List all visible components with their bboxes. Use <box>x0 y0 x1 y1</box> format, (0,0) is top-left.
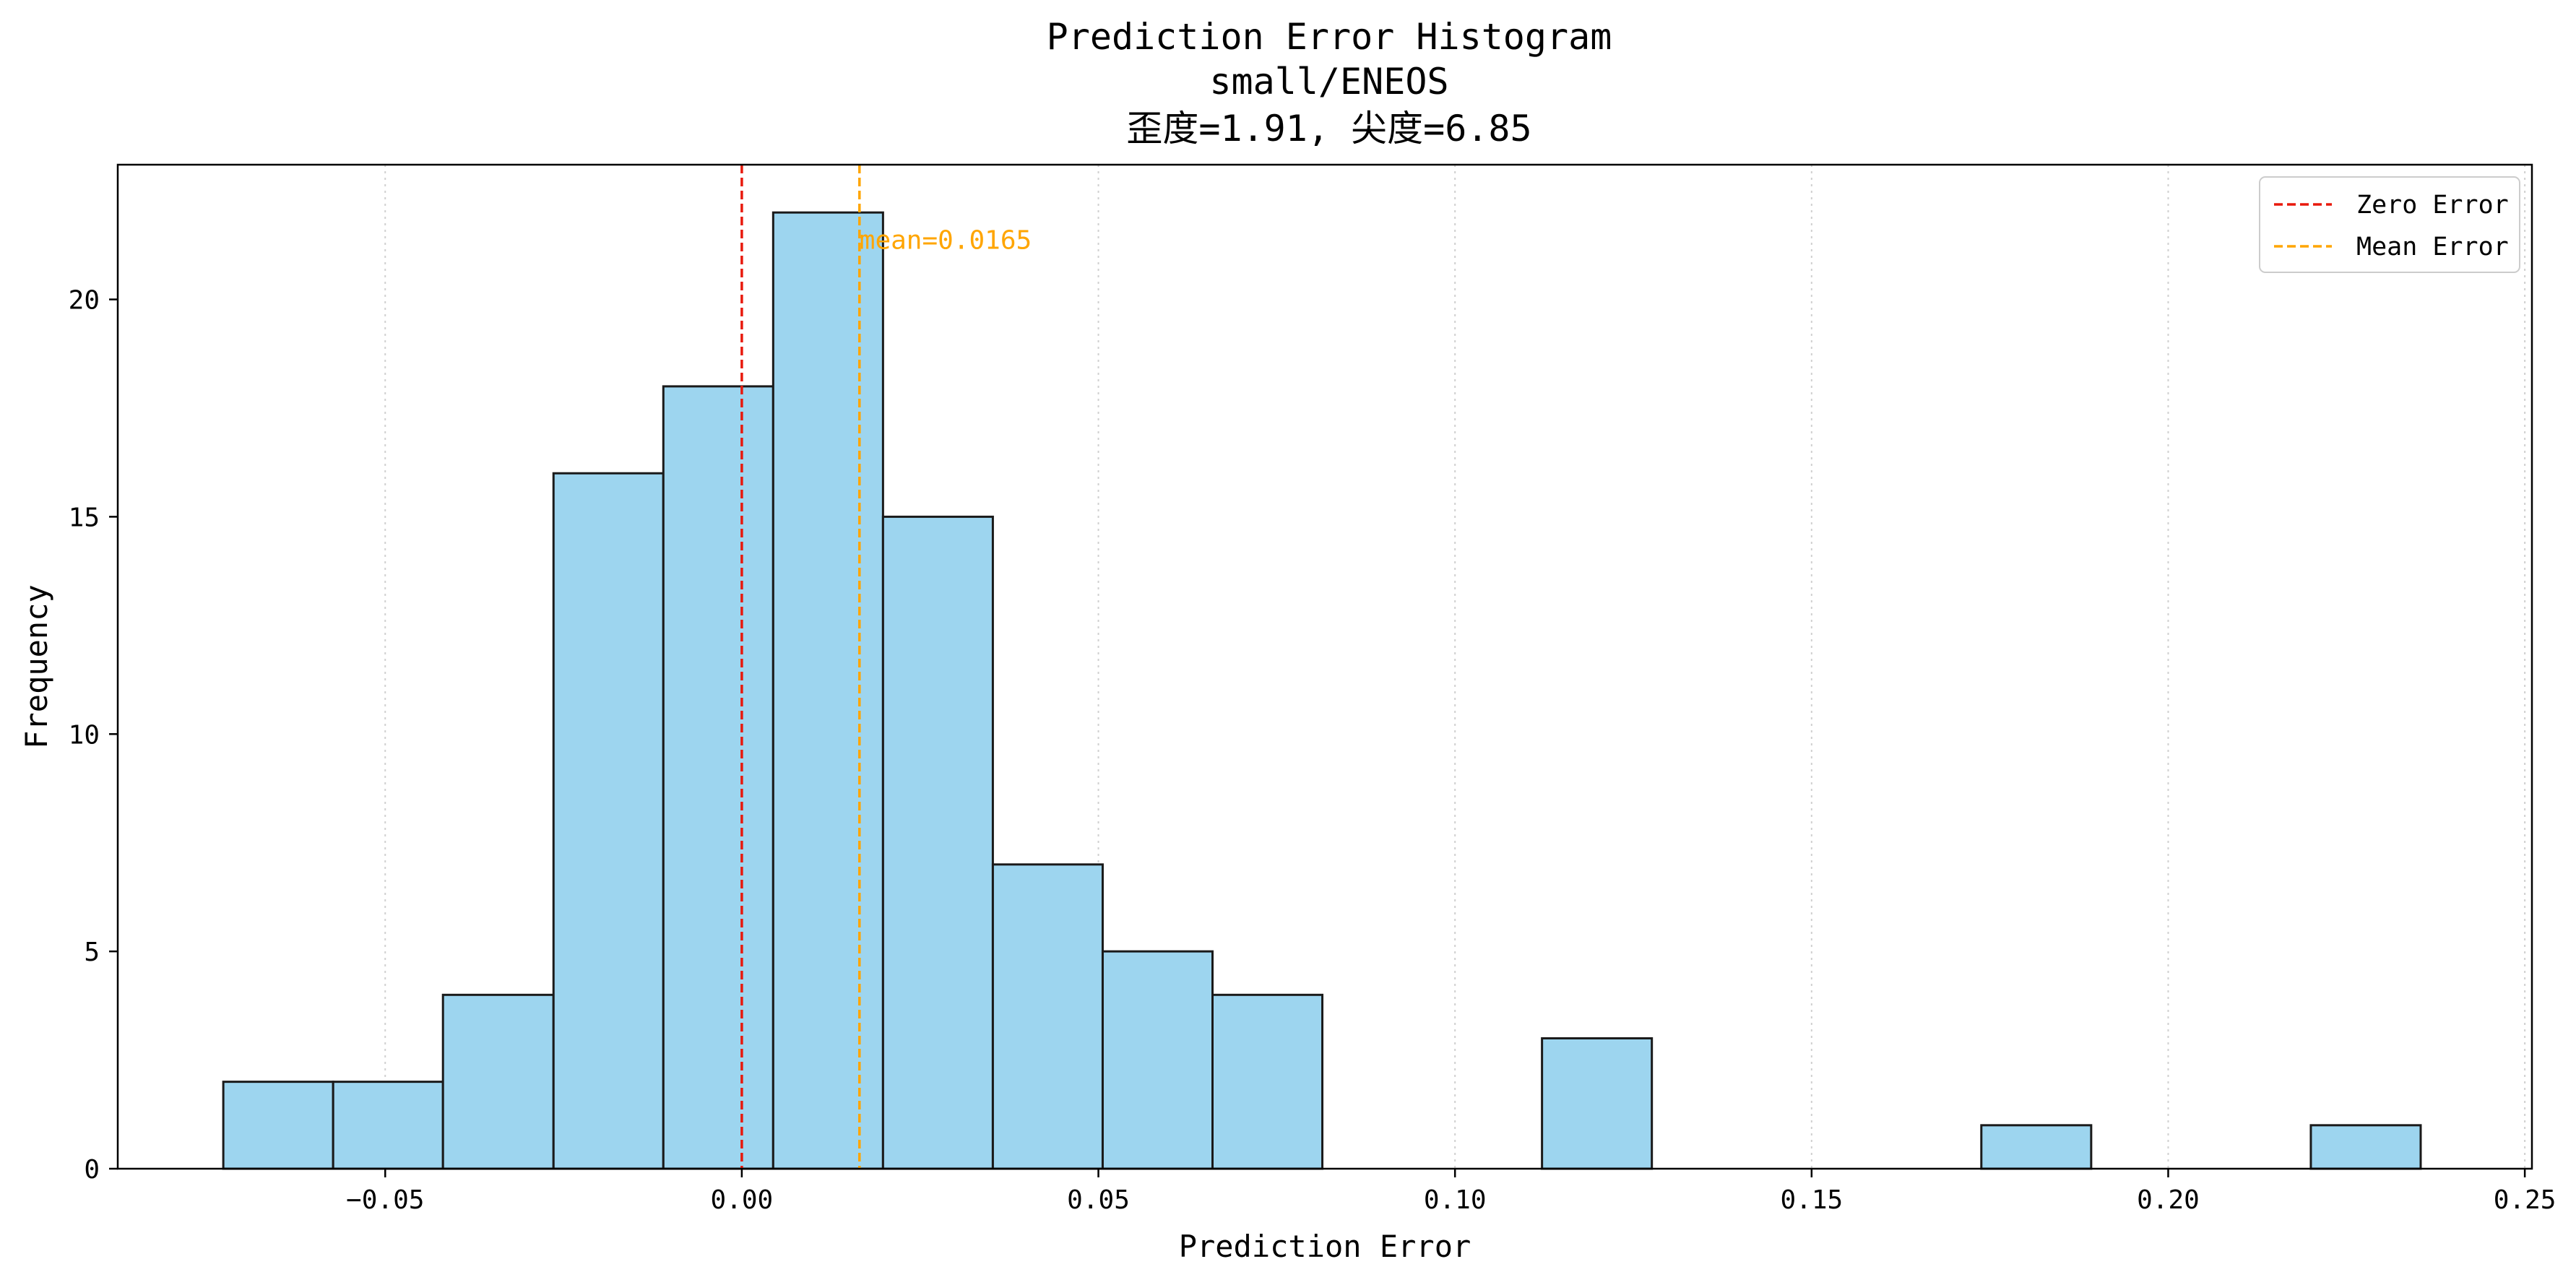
histogram-bar <box>1980 1124 2093 1170</box>
histogram-bar <box>222 1081 334 1170</box>
y-tick-label: 0 <box>84 1155 100 1185</box>
histogram-bar <box>662 385 774 1170</box>
y-tick-label: 20 <box>69 286 100 316</box>
x-tick-label: 0.10 <box>1424 1185 1487 1215</box>
chart-subtitle-stats: 歪度=1.91, 尖度=6.85 <box>1126 108 1531 150</box>
histogram-bar <box>991 863 1104 1170</box>
x-tick-label: 0.00 <box>711 1185 774 1215</box>
histogram-bar <box>332 1081 444 1170</box>
legend-label-zero-error: Zero Error <box>2356 191 2509 220</box>
legend: Zero Error Mean Error <box>2259 176 2520 273</box>
histogram-bar <box>881 515 994 1170</box>
legend-label-mean-error: Mean Error <box>2356 233 2509 261</box>
x-tick-label: 0.05 <box>1067 1185 1130 1215</box>
y-axis-label: Frequency <box>19 584 54 749</box>
y-tick-label: 10 <box>69 720 100 750</box>
x-tick-label: 0.15 <box>1780 1185 1843 1215</box>
x-axis-label: Prediction Error <box>1179 1229 1471 1264</box>
histogram-bar <box>1101 950 1214 1170</box>
x-axis-ticks: −0.05 0.00 0.05 0.10 0.15 0.20 0.25 <box>346 1169 2556 1215</box>
chart-subtitle-dataset: small/ENEOS <box>1209 61 1448 103</box>
legend-box <box>2259 176 2520 273</box>
histogram-bar <box>441 993 555 1170</box>
histogram-bar <box>771 211 884 1170</box>
histogram-bar <box>1541 1037 1654 1170</box>
y-tick-label: 5 <box>84 938 100 967</box>
histogram-bar <box>552 472 665 1170</box>
x-tick-label: 0.25 <box>2494 1185 2556 1215</box>
histogram-bar <box>1211 993 1324 1170</box>
histogram-bar <box>2309 1124 2422 1170</box>
x-tick-label: 0.20 <box>2137 1185 2200 1215</box>
histogram-bars <box>222 211 2422 1170</box>
annotations: mean=0.0165 <box>860 225 1032 255</box>
reference-lines <box>740 165 861 1169</box>
y-axis-ticks: 0 5 10 15 20 <box>69 286 118 1185</box>
chart-title: Prediction Error Histogram <box>1047 16 1612 58</box>
plot-frame <box>116 163 2533 1170</box>
mean-annotation: mean=0.0165 <box>860 225 1032 255</box>
x-tick-label: −0.05 <box>346 1185 424 1215</box>
y-tick-label: 15 <box>69 503 100 532</box>
